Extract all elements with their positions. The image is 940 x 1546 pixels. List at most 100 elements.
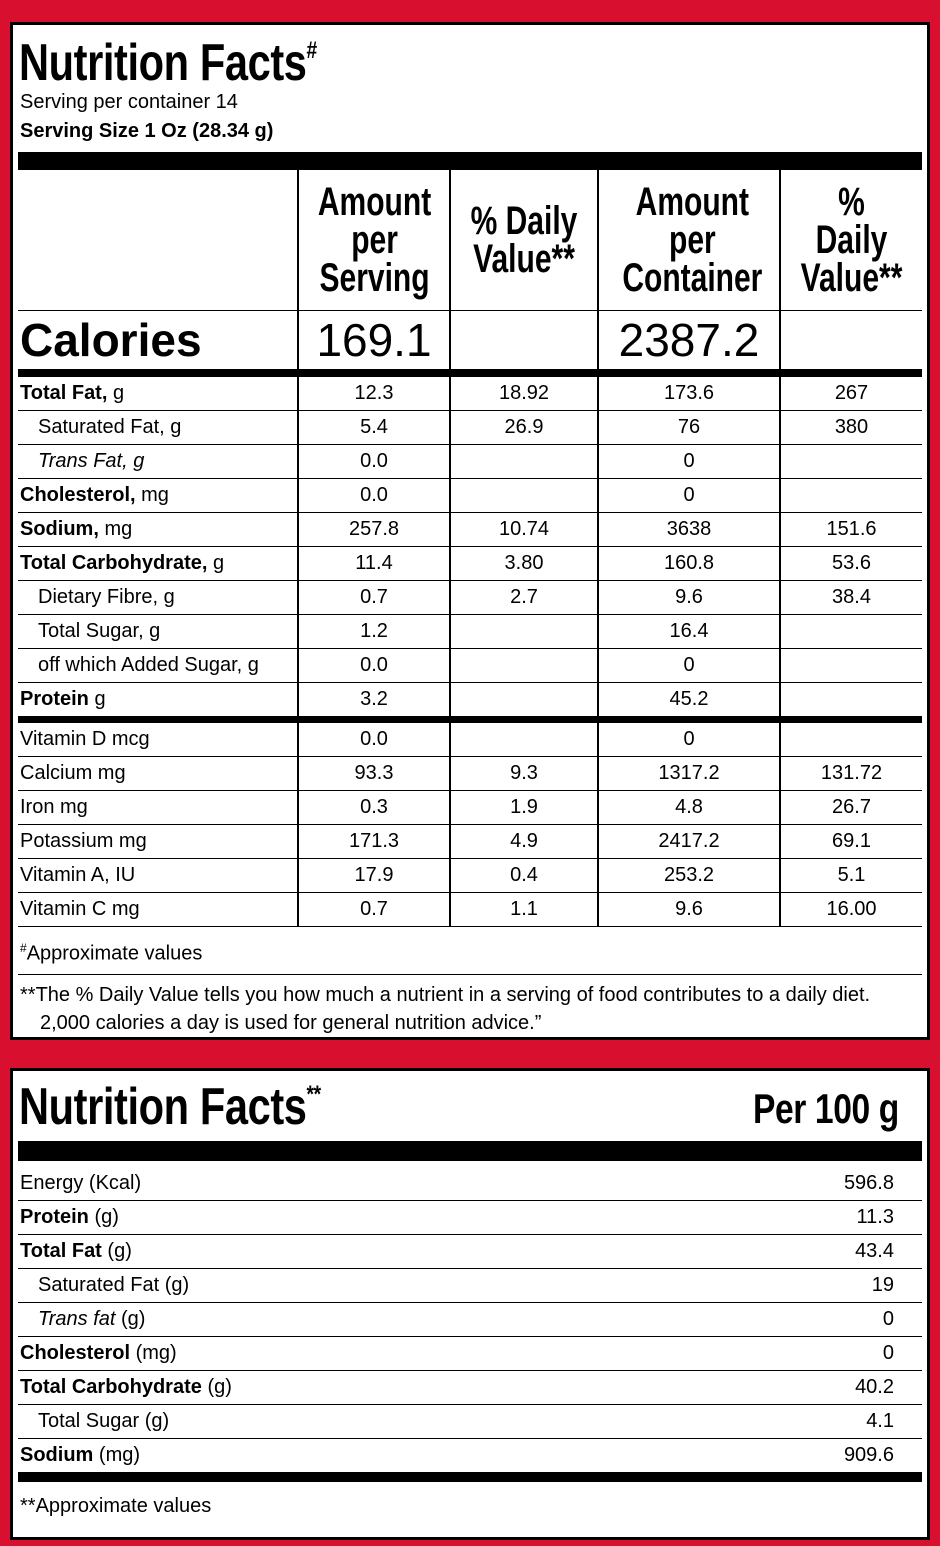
- nutrient-row: Sodium (mg) 909.6: [18, 1438, 922, 1482]
- nutrient-value: 16.4: [597, 614, 780, 649]
- nutrient-value: 9.3: [449, 756, 598, 791]
- nutrient-value: 43.4: [718, 1234, 922, 1269]
- nutrient-value: [779, 719, 922, 757]
- nutrient-value: 0.0: [297, 719, 450, 757]
- nutrient-unit: (g): [121, 1308, 146, 1330]
- nutrient-row: Trans fat (g) 0: [18, 1302, 922, 1337]
- row-label: Total Fat (g): [18, 1234, 718, 1269]
- nutrient-name: Sodium,: [20, 518, 99, 540]
- row-label: Cholesterol (mg): [18, 1336, 718, 1371]
- column-header: Per 100 g: [753, 1085, 899, 1132]
- nutrient-unit: g: [112, 382, 125, 404]
- nutrient-row: Iron mg 0.3 1.9 4.8 26.7: [18, 790, 922, 825]
- nutrient-name: Saturated Fat, g: [38, 416, 182, 438]
- nutrient-value: 909.6: [718, 1438, 922, 1482]
- panel-title: Nutrition Facts**: [19, 1077, 321, 1137]
- panel-title: Nutrition Facts#: [19, 33, 317, 93]
- nutrient-value: 26.7: [779, 790, 922, 825]
- nutrient-value: 0.4: [449, 858, 598, 893]
- calories-label: Calories: [18, 310, 298, 377]
- row-label: Vitamin D mcg: [18, 719, 298, 757]
- nutrient-value: 5.1: [779, 858, 922, 893]
- nutrient-name: Calcium mg: [20, 762, 126, 784]
- nutrient-unit: mg: [104, 518, 133, 540]
- nutrient-name: Total Sugar, g: [38, 620, 161, 642]
- nutrient-name: Sodium: [20, 1444, 94, 1466]
- nutrient-value: 19: [718, 1268, 922, 1303]
- header-row: Amount per Serving % Daily Value** Amount …: [18, 170, 922, 311]
- nutrient-unit: (mg): [135, 1342, 177, 1364]
- row-label: Iron mg: [18, 790, 298, 825]
- nutrient-value: 173.6: [597, 373, 780, 411]
- nutrient-value: 45.2: [597, 682, 780, 723]
- nutrient-value: [449, 648, 598, 683]
- nutrient-unit: g: [213, 552, 225, 574]
- nutrient-value: 11.4: [297, 546, 450, 581]
- row-label: Sodium (mg): [18, 1438, 718, 1482]
- nutrient-value: 11.3: [718, 1200, 922, 1235]
- header-text: Amount per Serving: [317, 180, 432, 300]
- header-cell: % Daily Value**: [779, 170, 922, 311]
- nutrient-row: Calcium mg 93.3 9.3 1317.2 131.72: [18, 756, 922, 791]
- nutrient-name: Total Carbohydrate: [20, 1376, 202, 1398]
- nutrient-name: Vitamin A, IU: [20, 864, 136, 886]
- nutrient-value: 596.8: [718, 1167, 922, 1201]
- nutrient-value: 1317.2: [597, 756, 780, 791]
- nutrient-row: Protein (g) 11.3: [18, 1200, 922, 1235]
- nutrient-unit: (g): [207, 1376, 232, 1398]
- nutrient-value: 40.2: [718, 1370, 922, 1405]
- nutrient-row: Total Fat (g) 43.4: [18, 1234, 922, 1269]
- nutrient-value: 151.6: [779, 512, 922, 547]
- nutrient-value: 4.9: [449, 824, 598, 859]
- row-label: Trans Fat, g: [18, 444, 298, 479]
- calories-row: Calories 169.1 2387.2: [18, 310, 922, 377]
- row-label: Energy (Kcal): [18, 1167, 718, 1201]
- nutrient-row: Protein g 3.2 45.2: [18, 682, 922, 723]
- nutrient-value: 131.72: [779, 756, 922, 791]
- nutrient-name: Total Sugar (g): [38, 1410, 170, 1432]
- calories-value: 2387.2: [597, 310, 780, 377]
- nutrient-value: 0.7: [297, 580, 450, 615]
- footnote-mark: #: [20, 941, 27, 955]
- nutrient-row: Total Sugar (g) 4.1: [18, 1404, 922, 1439]
- nutrient-value: [449, 614, 598, 649]
- nutrient-row: Total Sugar, g 1.2 16.4: [18, 614, 922, 649]
- nutrient-unit: g: [94, 688, 106, 710]
- nutrient-name: Iron mg: [20, 796, 88, 818]
- row-label: Calcium mg: [18, 756, 298, 791]
- nutrient-row: Vitamin A, IU 17.9 0.4 253.2 5.1: [18, 858, 922, 893]
- row-label: Total Carbohydrate (g): [18, 1370, 718, 1405]
- nutrient-value: 4.1: [718, 1404, 922, 1439]
- nutrient-name: Total Fat,: [20, 382, 108, 404]
- nutrient-value: 171.3: [297, 824, 450, 859]
- row-label: Vitamin A, IU: [18, 858, 298, 893]
- nutrient-value: 267: [779, 373, 922, 411]
- nutrient-name: Dietary Fibre, g: [38, 586, 175, 608]
- row-label: Saturated Fat (g): [18, 1268, 718, 1303]
- title-text: Nutrition Facts: [19, 34, 307, 92]
- header-cell: Amount per Serving: [297, 170, 450, 311]
- nutrient-value: 0: [597, 444, 780, 479]
- calories-value: [449, 310, 598, 377]
- nutrient-name: Potassium mg: [20, 830, 147, 852]
- row-label: Total Sugar, g: [18, 614, 298, 649]
- nutrient-name: Saturated Fat (g): [38, 1274, 190, 1296]
- nutrient-value: [779, 444, 922, 479]
- row-label: Total Sugar (g): [18, 1404, 718, 1439]
- nutrient-value: 4.8: [597, 790, 780, 825]
- nutrient-value: 69.1: [779, 824, 922, 859]
- nutrient-row: Cholesterol, mg 0.0 0: [18, 478, 922, 513]
- footnote: **Approximate values: [20, 1495, 212, 1517]
- nutrient-name: Vitamin C mg: [20, 898, 140, 920]
- nutrient-name: Protein: [20, 1206, 89, 1228]
- nutrient-value: 26.9: [449, 410, 598, 445]
- divider: [18, 1141, 922, 1161]
- nutrient-value: 0.0: [297, 648, 450, 683]
- nutrient-value: 10.74: [449, 512, 598, 547]
- row-label: Saturated Fat, g: [18, 410, 298, 445]
- row-label: Cholesterol, mg: [18, 478, 298, 513]
- nutrient-name: off which Added Sugar, g: [38, 654, 259, 676]
- nutrient-value: 1.2: [297, 614, 450, 649]
- nutrient-unit: (g): [94, 1206, 119, 1228]
- nutrient-unit: (g): [107, 1240, 132, 1262]
